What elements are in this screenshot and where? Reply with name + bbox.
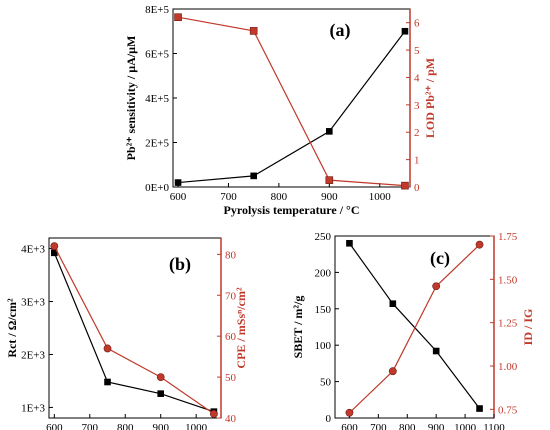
y-left-tick-label: 3E+3: [21, 297, 45, 309]
x-tick-label: 600: [46, 422, 63, 430]
y-right-tick-label: 50: [225, 372, 237, 384]
y-right-axis-label: CPE / mSsⁿ/cm²: [234, 287, 248, 369]
x-tick-label: 800: [271, 191, 288, 203]
x-tick-label: 600: [170, 191, 187, 203]
x-tick-label: 1000: [454, 422, 477, 430]
y-left-tick-label: 2E+5: [145, 138, 169, 150]
data-point-right: [210, 410, 218, 418]
data-point-right: [50, 242, 59, 251]
y-right-tick-label: 60: [225, 331, 237, 343]
series-line-right: [349, 244, 480, 414]
y-left-tick-label: 4E+3: [21, 244, 45, 256]
y-right-tick-label: 3: [414, 100, 420, 112]
panel-label: (b): [169, 254, 191, 275]
y-right-tick-label: 6: [414, 18, 420, 30]
y-left-tick-label: 200: [315, 267, 332, 279]
x-tick-label: 1100: [483, 422, 505, 430]
series-line-right: [53, 245, 215, 415]
data-point-left: [432, 347, 440, 355]
y-left-tick-label: 6E+5: [145, 49, 169, 61]
x-tick-label: 700: [220, 191, 237, 203]
x-tick-label: 900: [321, 191, 338, 203]
data-point-left: [174, 179, 182, 186]
x-tick-label: 900: [428, 422, 445, 430]
data-point-right: [174, 13, 182, 22]
data-point-right: [345, 408, 354, 417]
data-point-left: [326, 128, 333, 135]
data-point-left: [104, 378, 111, 386]
data-point-left: [346, 239, 353, 247]
y-right-tick-label: 0: [414, 182, 420, 194]
y-right-tick-label: 1.00: [498, 361, 518, 373]
x-tick-label: 800: [399, 422, 416, 430]
y-right-tick-label: 2: [414, 127, 420, 139]
y-right-tick-label: 1.25: [498, 318, 518, 330]
y-right-tick-label: 80: [225, 249, 237, 261]
data-point-left: [389, 300, 397, 308]
y-right-axis-label: ID / IG: [521, 309, 535, 346]
data-point-right: [401, 181, 409, 190]
data-point-right: [156, 373, 165, 381]
y-left-tick-label: 100: [315, 340, 332, 352]
data-point-right: [249, 27, 258, 35]
plot-frame: [48, 237, 222, 419]
y-left-tick-label: 250: [315, 231, 332, 243]
series-line-left: [348, 242, 481, 409]
data-point-right: [325, 176, 334, 184]
chart-panel-1: 600 700 800 900 1000 0E+0 2E+5 4E+5 6E+5 8E+5 0 1 2 3…: [124, 4, 437, 217]
data-point-left: [401, 27, 409, 35]
series-line-left: [177, 30, 406, 184]
y-right-tick-label: 1: [414, 155, 420, 167]
y-right-tick-label: 1.50: [498, 274, 518, 286]
x-tick-label: 600: [341, 422, 358, 430]
series-line-right: [177, 16, 406, 187]
y-right-axis-label: LOD Pb²⁺ / pM: [423, 58, 437, 138]
data-point-left: [250, 172, 257, 180]
y-right-tick-label: 70: [225, 290, 237, 302]
y-left-tick-label: 150: [315, 304, 332, 316]
y-left-axis-label: SBET / m²/g: [291, 296, 305, 359]
y-right-tick-label: 5: [414, 45, 420, 57]
x-tick-label: 800: [117, 422, 134, 430]
y-left-axis-label: Pb²⁺ sensitivity / µA/µM: [124, 36, 138, 161]
data-point-right: [432, 282, 441, 291]
data-point-left: [157, 390, 165, 397]
x-tick-label: 700: [370, 422, 387, 430]
x-tick-label: 900: [152, 422, 169, 430]
y-right-tick-label: 0.75: [498, 404, 518, 416]
plot-frame: [172, 8, 411, 188]
data-point-right: [475, 240, 484, 249]
x-tick-label: 1000: [185, 422, 208, 430]
y-left-tick-label: 4E+5: [145, 93, 169, 105]
series-line-left: [53, 252, 215, 413]
y-left-tick-label: 2E+3: [21, 349, 45, 361]
y-right-tick-label: 1.75: [498, 231, 518, 243]
panel-label: (a): [330, 20, 351, 41]
y-left-tick-label: 8E+5: [145, 4, 169, 16]
panel-label: (c): [430, 248, 450, 269]
x-axis-label: Pyrolysis temperature / °C: [224, 203, 360, 217]
chart-panel-3: 600 700 800 900 1000 1100 0 50 100 150 200 250 0.75 1…: [291, 231, 535, 430]
x-tick-label: 1000: [369, 191, 392, 203]
data-point-right: [103, 344, 112, 353]
y-right-tick-label: 40: [225, 413, 237, 425]
x-tick-label: 700: [82, 422, 99, 430]
y-left-tick-label: 50: [320, 377, 332, 389]
y-left-tick-label: 1E+3: [21, 402, 45, 414]
data-point-left: [476, 405, 483, 412]
y-left-tick-label: 0E+0: [145, 182, 169, 194]
y-left-tick-label: 0: [326, 413, 332, 425]
y-left-axis-label: Rct / Ω/cm²: [5, 298, 19, 358]
chart-panel-2: 600 700 800 900 1000 1E+3 2E+3 3E+3 4E+3 40 50 60 70…: [5, 237, 248, 430]
y-right-tick-label: 4: [414, 72, 420, 84]
data-point-right: [388, 367, 397, 376]
